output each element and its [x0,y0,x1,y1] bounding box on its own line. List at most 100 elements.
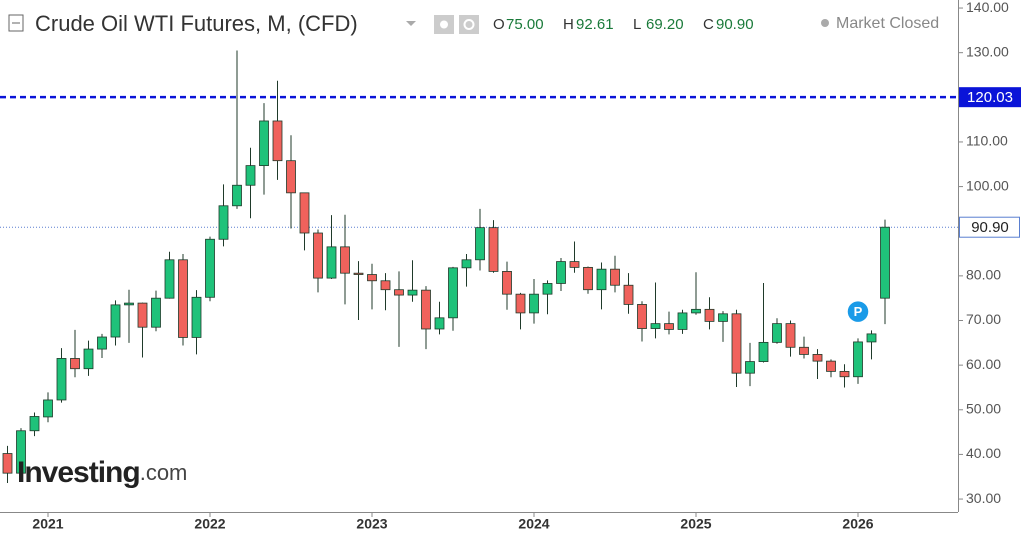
y-tick-label: 70.00 [966,311,1001,327]
ohlc-value: 92.61 [576,16,614,33]
candle-body [704,308,715,322]
event-marker-label: P [854,304,863,319]
candle-body [394,289,404,296]
candle-body [623,284,634,305]
candle-body [178,259,188,338]
y-tick-label: 140.00 [966,0,1009,15]
candle-body [826,360,836,372]
x-tick-label: 2022 [194,516,225,532]
settings-icon-gear [463,19,475,30]
candle-body [718,313,728,322]
ohlc-name: O [493,16,505,33]
candle-body [650,323,661,329]
candle-body [421,289,431,330]
y-tick-label: 110.00 [966,133,1008,149]
candle-body [758,341,769,362]
candle-body [340,246,350,274]
candle-body [812,354,823,362]
candle-body [205,238,215,298]
candle-body [731,313,742,374]
candle-body [124,302,134,306]
candle-body [853,341,863,378]
candle-body [529,293,539,314]
candle-body [16,430,26,474]
candle-body [272,120,283,162]
x-tick-label: 2025 [680,516,711,532]
candle-body [799,346,809,355]
candle-body [839,370,850,378]
y-tick-label: 130.00 [966,43,1009,59]
ohlc-header: O 75.00 H 92.61 L 69.20 C 90.90 [493,16,754,33]
candle-body [461,259,472,269]
candle-body [785,323,796,348]
candle-body [880,226,890,299]
candle-body [151,297,161,328]
candle-body [664,323,674,330]
x-tick-label: 2021 [32,516,63,532]
candle-body [475,227,485,261]
candle-body [245,165,256,186]
y-tick-label: 40.00 [966,445,1001,461]
y-tick-label: 60.00 [966,356,1001,372]
price-label: 120.03 [967,89,1013,106]
candle-body [2,453,13,474]
candle-body [772,323,782,343]
x-tick-label: 2026 [842,516,873,532]
candle-body [259,120,269,167]
x-tick-label: 2024 [518,516,549,532]
candle-body [407,289,418,296]
price-label: 90.90 [971,219,1009,236]
price-label-box [959,216,1020,238]
y-tick-label: 30.00 [966,490,1001,506]
ohlc-name: L [633,16,641,33]
ohlc-value: 69.20 [646,16,684,33]
candle-body [137,302,148,328]
candle-body [232,184,242,207]
ohlc-name: H [563,16,574,33]
candle-body [380,280,391,291]
settings-icon[interactable] [459,15,479,34]
chart-title: Crude Oil WTI Futures, M, (CFD) [35,11,358,36]
candle-body [488,227,499,272]
candle-body [448,267,458,319]
watermark: Investing.com [17,456,187,489]
candle-body [515,293,526,314]
candle-body [866,333,877,343]
y-tick-label: 50.00 [966,400,1001,416]
candle-body [353,272,364,275]
candle-body [502,271,512,295]
ohlc-name: C [703,16,714,33]
y-tick-label: 80.00 [966,267,1001,283]
candle-body [367,274,377,282]
candle-body [556,261,566,284]
ohlc-value: 75.00 [506,16,544,33]
candle-body [164,259,175,299]
candle-body [691,308,701,314]
watermark-brand: Investing [17,456,140,489]
event-marker [846,299,870,324]
candle-body [191,296,202,338]
y-tick-label: 100.00 [966,177,1009,193]
candle-body [745,361,755,374]
menu-icon[interactable] [8,14,24,32]
candle-body [434,317,445,330]
candle-body [70,358,80,370]
candle-body [677,312,688,330]
candle-body [29,416,40,432]
candle-body [596,268,607,291]
plot: P [0,50,958,483]
dropdown-arrow[interactable] [406,21,416,26]
candle-body [110,304,121,338]
candle-body [542,283,553,295]
candle-body [583,266,593,291]
candle-body [326,246,337,279]
candle-body [610,268,620,286]
eye-icon-pupil [440,20,448,29]
candle-body [286,160,296,194]
candle-body [637,304,647,329]
watermark-suffix: .com [140,460,188,485]
candle-body [83,348,94,370]
status-dot [821,19,829,27]
market-status: Market Closed [836,15,939,32]
